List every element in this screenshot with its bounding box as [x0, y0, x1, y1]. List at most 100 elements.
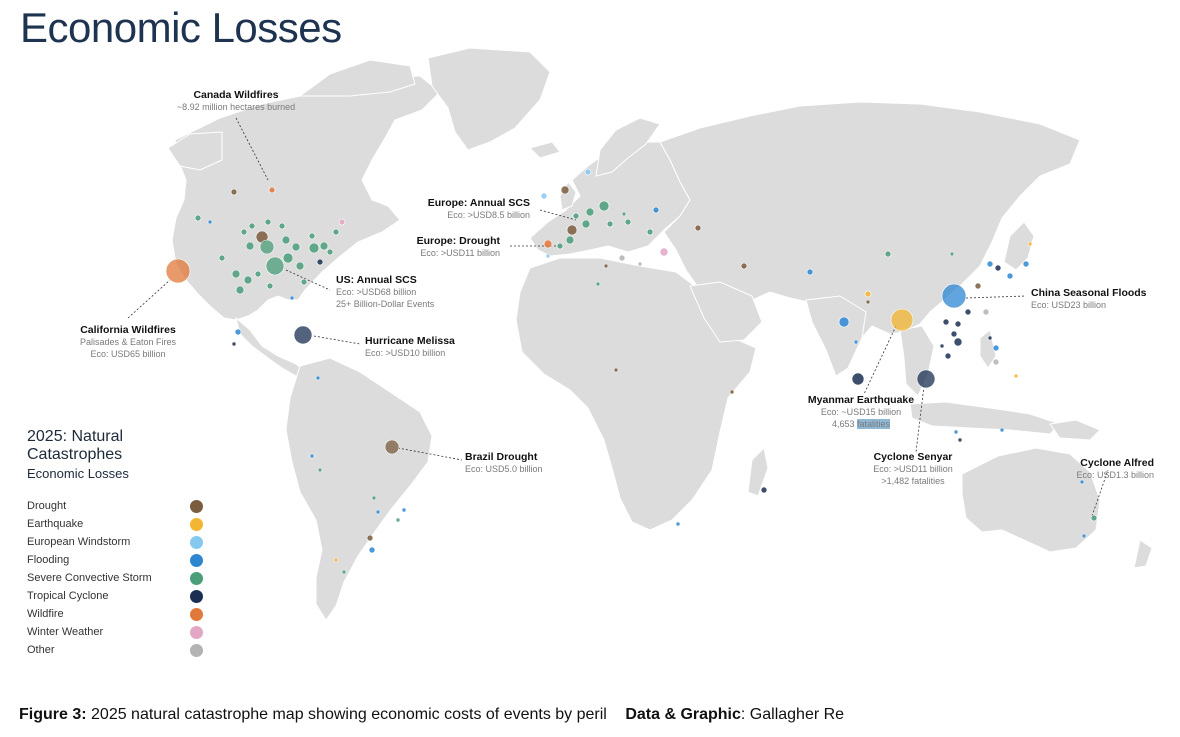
- legend-label: Other: [27, 644, 55, 656]
- event-bubble: [890, 308, 914, 332]
- annotation-title: Hurricane Melissa: [365, 335, 455, 347]
- land-africa: [515, 257, 757, 531]
- annotation-china-floods: China Seasonal Floods Eco: USD23 billion: [1031, 287, 1147, 311]
- event-bubble: [264, 218, 272, 226]
- land-central-america: [235, 316, 307, 377]
- event-bubble: [992, 358, 1000, 366]
- event-bubble: [992, 344, 1000, 352]
- event-bubble: [618, 254, 626, 262]
- event-bubble: [1081, 533, 1087, 539]
- event-bubble: [259, 239, 275, 255]
- land-asia: [659, 101, 1081, 357]
- annotation-detail: ~8.92 million hectares burned: [176, 102, 296, 112]
- event-bubble: [243, 275, 253, 285]
- event-bubble: [865, 299, 871, 305]
- event-bubble: [853, 339, 859, 345]
- event-bubble: [281, 235, 291, 245]
- event-bubble: [637, 261, 643, 267]
- land-south-america: [285, 357, 433, 621]
- figure-caption: Figure 3: 2025 natural catastrophe map s…: [19, 706, 844, 724]
- event-bubble: [341, 569, 347, 575]
- event-bubble: [613, 367, 619, 373]
- annotation-detail: 25+ Billion-Dollar Events: [336, 299, 435, 309]
- event-bubble: [1022, 260, 1030, 268]
- event-bubble: [606, 220, 614, 228]
- annotation-detail: Eco: >USD11 billion: [420, 248, 500, 258]
- legend-label: Wildfire: [27, 608, 64, 620]
- legend-item: Severe Convective Storm: [27, 569, 217, 587]
- event-bubble: [218, 254, 226, 262]
- annotation-title: Canada Wildfires: [193, 89, 279, 101]
- annotation-detail: Eco: >USD10 billion: [365, 348, 446, 358]
- highlighted-text: fatalities: [857, 419, 891, 429]
- event-bubble: [916, 369, 936, 389]
- event-bubble: [254, 270, 262, 278]
- event-bubble: [289, 295, 295, 301]
- leader-senyar: [915, 385, 925, 453]
- annotation-cyclone-alfred: Cyclone Alfred Eco: USD1.3 billion: [1074, 457, 1154, 481]
- legend-label: Tropical Cyclone: [27, 590, 109, 602]
- land-papua: [1049, 419, 1101, 441]
- event-bubble: [760, 486, 768, 494]
- event-bubble: [942, 318, 950, 326]
- land-alaska: [167, 131, 223, 171]
- annotation-title: US: Annual SCS: [336, 274, 417, 286]
- event-bubbles: [165, 168, 1098, 575]
- event-bubble: [1027, 241, 1033, 247]
- event-bubble: [282, 252, 294, 264]
- legend-label: Earthquake: [27, 518, 84, 530]
- annotation-california-wildfires: California Wildfires Palisades & Eaton F…: [66, 324, 190, 360]
- event-bubble: [556, 242, 564, 250]
- annotation-title: China Seasonal Floods: [1031, 287, 1147, 299]
- event-bubble: [326, 248, 334, 256]
- annotation-brazil-drought: Brazil Drought Eco: USD5.0 billion: [465, 451, 543, 475]
- legend-label: Severe Convective Storm: [27, 572, 152, 584]
- annotation-detail: >1,482 fatalities: [881, 476, 945, 486]
- event-bubble: [540, 192, 548, 200]
- annotation-title: Brazil Drought: [465, 451, 538, 463]
- leader-myanmar: [863, 325, 897, 395]
- legend-item: Drought: [27, 497, 217, 515]
- event-bubble: [864, 290, 872, 298]
- leader-us-scs: [285, 269, 331, 291]
- annotation-detail: 4,653 fatalities: [831, 419, 891, 429]
- land-masses: [167, 47, 1153, 621]
- legend-item: European Windstorm: [27, 533, 217, 551]
- event-bubble: [584, 168, 592, 176]
- annotation-hurricane-melissa: Hurricane Melissa Eco: >USD10 billion: [365, 335, 455, 359]
- annotation-title: Myanmar Earthquake: [807, 394, 915, 406]
- event-bubble: [384, 439, 400, 455]
- event-bubble: [401, 507, 407, 513]
- annotation-detail: Eco: USD1.3 billion: [1076, 470, 1154, 480]
- event-bubble: [248, 222, 256, 230]
- event-bubble: [293, 325, 313, 345]
- event-bubble: [740, 262, 748, 270]
- event-bubble: [806, 268, 814, 276]
- annotation-europe-scs: Europe: Annual SCS Eco: >USD8.5 billion: [410, 197, 530, 221]
- annotation-cyclone-senyar: Cyclone Senyar Eco: >USD11 billion >1,48…: [858, 451, 968, 487]
- legend-swatch: [190, 535, 203, 549]
- leader-china: [965, 295, 1027, 299]
- legend-swatch: [190, 607, 203, 621]
- leader-melissa: [313, 335, 361, 345]
- event-bubble: [581, 219, 591, 229]
- event-bubble: [368, 546, 376, 554]
- land-japan: [1003, 221, 1035, 271]
- legend-label: Winter Weather: [27, 626, 104, 638]
- event-bubble: [1013, 373, 1019, 379]
- event-bubble: [646, 228, 654, 236]
- annotation-detail: Eco: USD65 billion: [90, 349, 166, 359]
- event-bubble: [851, 372, 865, 386]
- event-bubble: [941, 283, 967, 309]
- leader-lines: [127, 117, 1109, 517]
- event-bubble: [603, 263, 609, 269]
- annotation-myanmar-earthquake: Myanmar Earthquake Eco: ~USD15 billion 4…: [800, 394, 922, 430]
- event-bubble: [565, 235, 575, 245]
- event-bubble: [240, 228, 248, 236]
- event-bubble: [317, 467, 323, 473]
- event-bubble: [278, 222, 286, 230]
- legend-swatch: [190, 517, 203, 531]
- event-bubble: [939, 343, 945, 349]
- event-bubble: [986, 260, 994, 268]
